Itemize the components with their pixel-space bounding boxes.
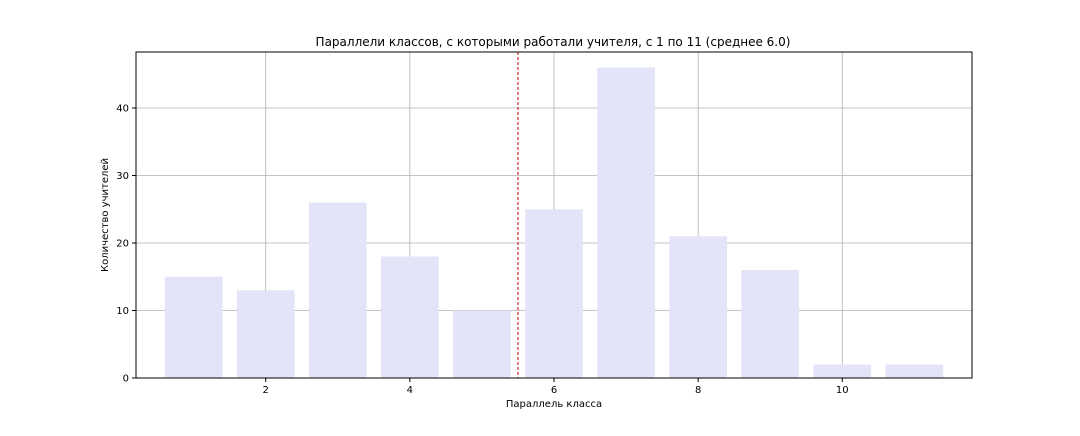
bar-1 <box>164 276 223 378</box>
bar-2 <box>236 290 295 378</box>
y-axis-label: Количество учителей <box>100 158 111 272</box>
y-tick-label: 20 <box>116 239 129 250</box>
x-tick-label: 6 <box>551 385 557 396</box>
bar-10 <box>813 364 872 378</box>
y-tick-label: 40 <box>116 104 129 115</box>
bar-11 <box>885 364 944 378</box>
chart-title: Параллели классов, с которыми работали у… <box>316 35 791 49</box>
bar-6 <box>525 209 583 378</box>
y-tick-label: 30 <box>116 171 129 182</box>
x-tick-label: 10 <box>836 385 849 396</box>
bar-8 <box>669 236 727 378</box>
x-tick-label: 8 <box>695 385 701 396</box>
y-tick-label: 10 <box>116 306 129 317</box>
x-tick-label: 2 <box>263 385 269 396</box>
x-axis-label: Параллель класса <box>506 399 602 410</box>
bar-3 <box>308 202 367 378</box>
y-axis-ticks: 0 10 20 30 40 <box>116 104 136 385</box>
bar-4 <box>381 256 439 378</box>
bar-7 <box>597 67 655 379</box>
bar-9 <box>741 270 800 378</box>
x-tick-label: 4 <box>407 385 413 396</box>
x-axis-ticks: 2 4 6 8 10 <box>263 378 849 396</box>
bar-5 <box>453 310 511 378</box>
bars <box>164 67 944 379</box>
y-tick-label: 0 <box>123 374 129 385</box>
